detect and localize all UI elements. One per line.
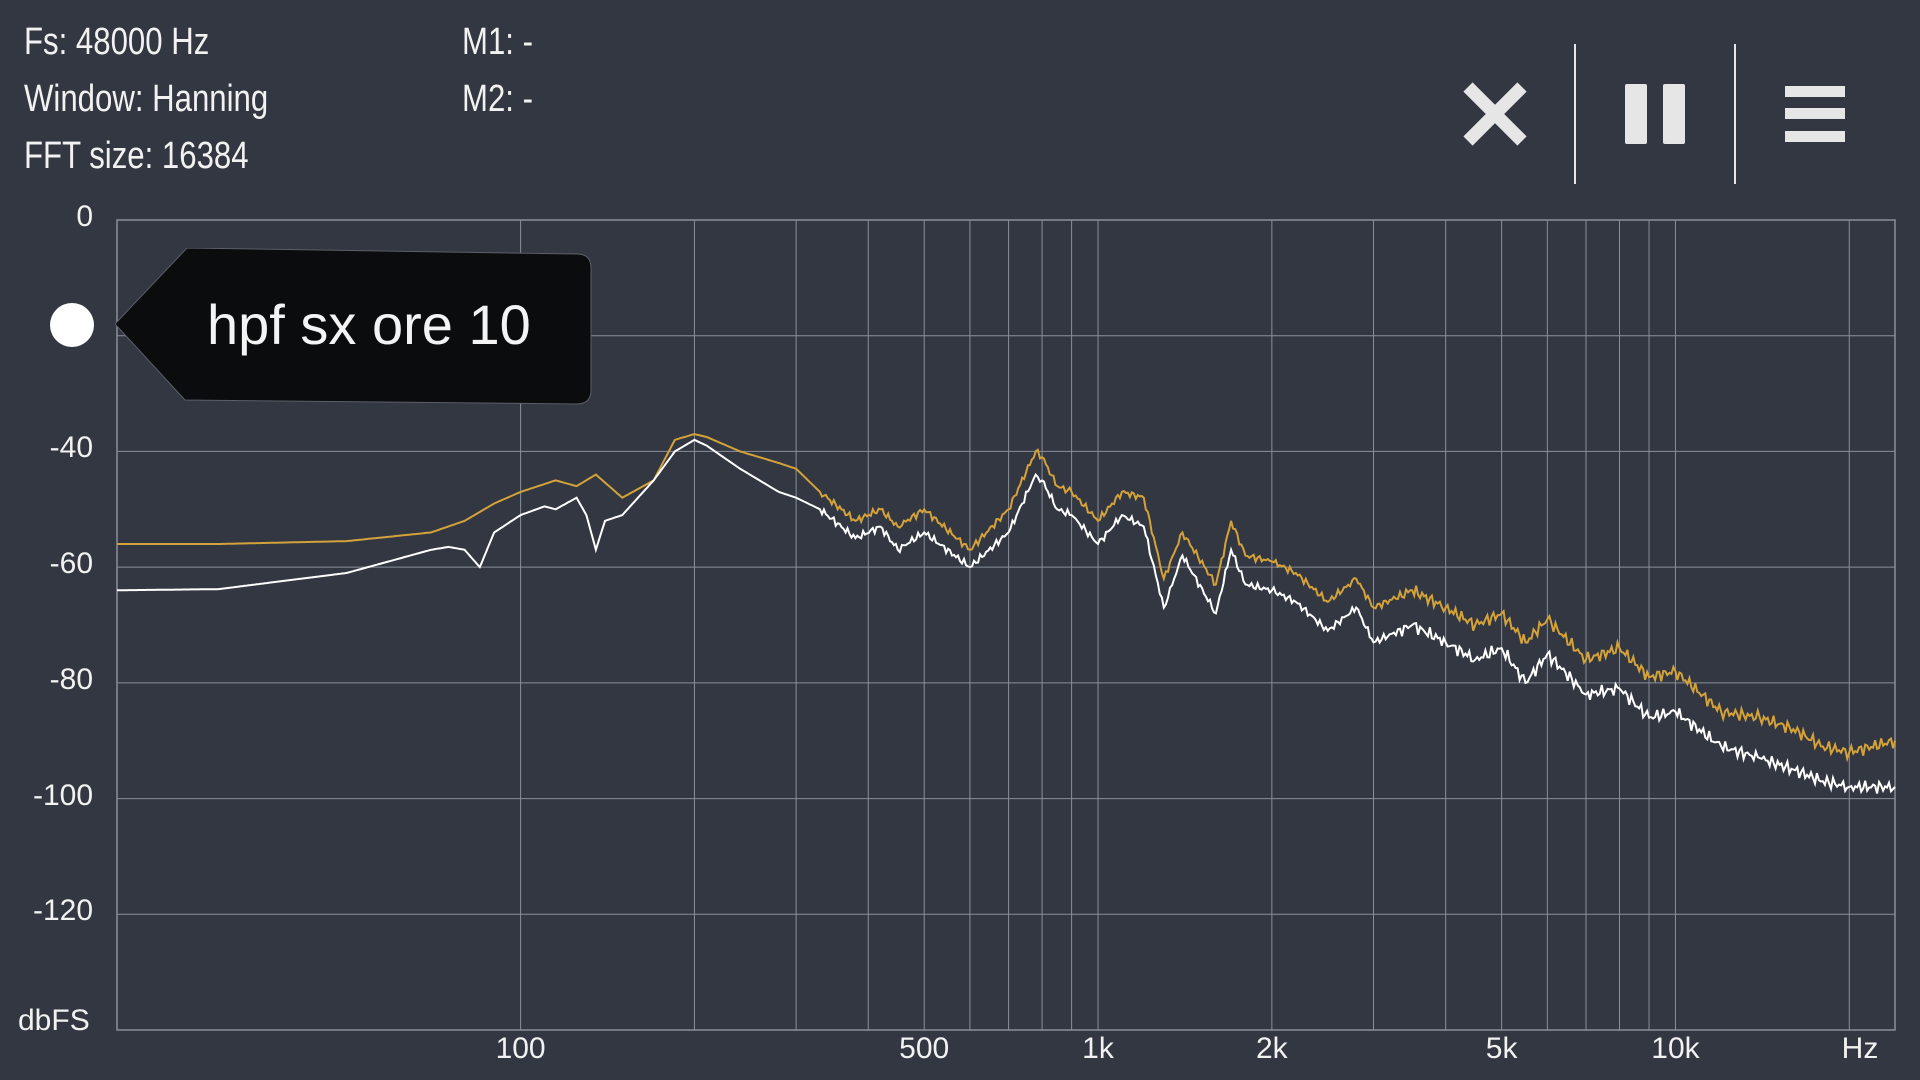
x-tick-label: 5k <box>1485 1032 1518 1065</box>
trace-label-text: hpf sx ore 10 <box>207 293 531 356</box>
y-tick-label: -100 <box>32 778 93 812</box>
toolbar-separator <box>1734 44 1736 184</box>
y-tick-label: -60 <box>49 547 93 581</box>
pause-icon <box>1625 84 1685 144</box>
marker-m2-text: M2: - <box>462 78 533 120</box>
trace-peak-hold <box>117 433 1896 763</box>
menu-button[interactable] <box>1740 44 1890 184</box>
tag-shape <box>114 247 592 405</box>
x-unit-label: Hz <box>1841 1032 1879 1065</box>
fft-size-text: FFT size: 16384 <box>24 135 249 177</box>
close-button[interactable] <box>1420 44 1570 184</box>
y-tick-label: -80 <box>49 662 93 696</box>
window-text: Window: Hanning <box>24 78 269 120</box>
x-tick-label: 1k <box>1082 1032 1114 1065</box>
y-tick-label: -40 <box>49 431 93 465</box>
x-tick-label: 10k <box>1651 1032 1700 1065</box>
trace-drag-handle[interactable] <box>50 303 94 347</box>
marker-m1-text: M1: - <box>462 21 533 63</box>
close-icon <box>1463 82 1527 146</box>
y-tick-label: -120 <box>32 894 93 928</box>
menu-icon <box>1785 86 1845 142</box>
y-unit-label: dbFS <box>18 1004 90 1037</box>
x-tick-label: 100 <box>495 1032 546 1065</box>
info-left: Fs: 48000 Hz Window: Hanning FFT size: 1… <box>24 14 268 185</box>
pause-button[interactable] <box>1580 44 1730 184</box>
sample-rate-text: Fs: 48000 Hz <box>24 21 210 63</box>
y-tick-label: 0 <box>76 200 93 233</box>
x-tick-label: 2k <box>1256 1032 1288 1065</box>
toolbar-separator <box>1574 44 1576 184</box>
x-tick-label: 500 <box>899 1032 950 1065</box>
trace-label-tag[interactable]: hpf sx ore 10 <box>114 247 593 406</box>
trace-current <box>117 438 1896 795</box>
info-markers: M1: - M2: - <box>462 14 533 128</box>
